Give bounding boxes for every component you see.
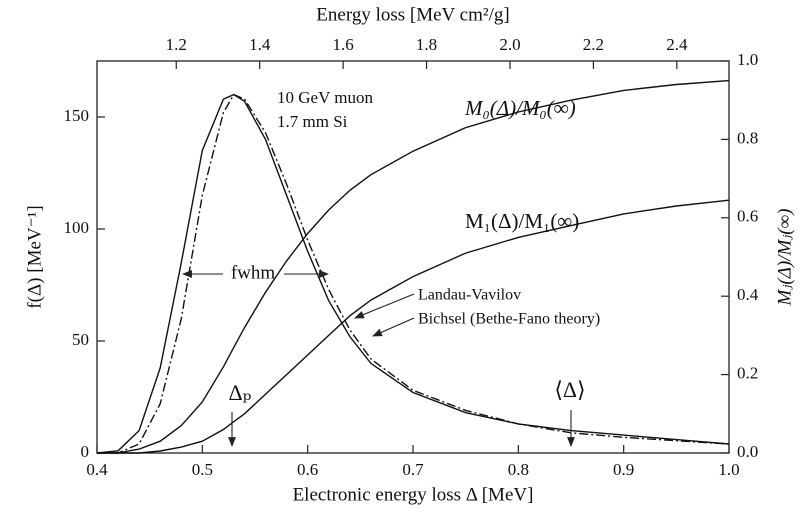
series-label: Bichsel (Bethe-Fano theory) <box>418 311 600 328</box>
x2-tick-label: 1.6 <box>333 35 354 54</box>
y-tick-label: 50 <box>72 330 89 349</box>
x2-tick-label: 1.8 <box>416 35 437 54</box>
x-tick-label: 0.7 <box>402 460 424 479</box>
annotation: ⟨Δ⟩ <box>554 377 585 402</box>
x2-tick-label: 2.2 <box>583 35 604 54</box>
x-tick-label: 0.5 <box>192 460 213 479</box>
y2-tick-label: 1.0 <box>737 50 758 69</box>
label-arrow <box>354 293 415 319</box>
x-tick-label: 0.8 <box>508 460 529 479</box>
series-line <box>97 199 730 454</box>
y-tick-label: 150 <box>64 106 90 125</box>
y2-tick-label: 0.6 <box>737 207 758 226</box>
x2-tick-label: 1.2 <box>166 35 187 54</box>
y2-tick-label: 0.4 <box>737 285 759 304</box>
y-tick-label: 0 <box>81 442 90 461</box>
annotation: 10 GeV muon <box>277 88 374 107</box>
y2-tick-label: 0.0 <box>737 442 758 461</box>
annotation: fwhm <box>231 262 276 283</box>
annotation: Δₚ <box>229 380 252 405</box>
y-axis-label: f(Δ) [MeV⁻¹] <box>24 205 45 308</box>
series-line <box>97 93 730 454</box>
x-tick-label: 0.6 <box>297 460 318 479</box>
series-label: M₀(Δ)/M₀(∞) <box>464 96 576 120</box>
series-label: Landau-Vavilov <box>418 287 521 304</box>
y2-tick-label: 0.2 <box>737 364 758 383</box>
x-tick-label: 1.0 <box>718 460 739 479</box>
annotation: 1.7 mm Si <box>277 112 348 131</box>
x2-axis-label: Energy loss [MeV cm²/g] <box>316 4 509 25</box>
series-line <box>96 93 730 454</box>
series-label: M₁(Δ)/M₁(∞) <box>465 209 579 233</box>
y2-axis-label: Mⱼ(Δ)/Mⱼ(∞) <box>774 209 795 307</box>
y-tick-label: 100 <box>64 218 90 237</box>
label-arrow <box>372 317 415 337</box>
x2-tick-label: 2.4 <box>666 35 688 54</box>
x-axis-label: Electronic energy loss Δ [MeV] <box>293 484 534 505</box>
series-line <box>97 79 730 454</box>
x2-tick-label: 1.4 <box>249 35 271 54</box>
y2-tick-label: 0.8 <box>737 128 758 147</box>
x-tick-label: 0.9 <box>613 460 634 479</box>
x-tick-label: 0.4 <box>86 460 108 479</box>
x2-tick-label: 2.0 <box>499 35 520 54</box>
